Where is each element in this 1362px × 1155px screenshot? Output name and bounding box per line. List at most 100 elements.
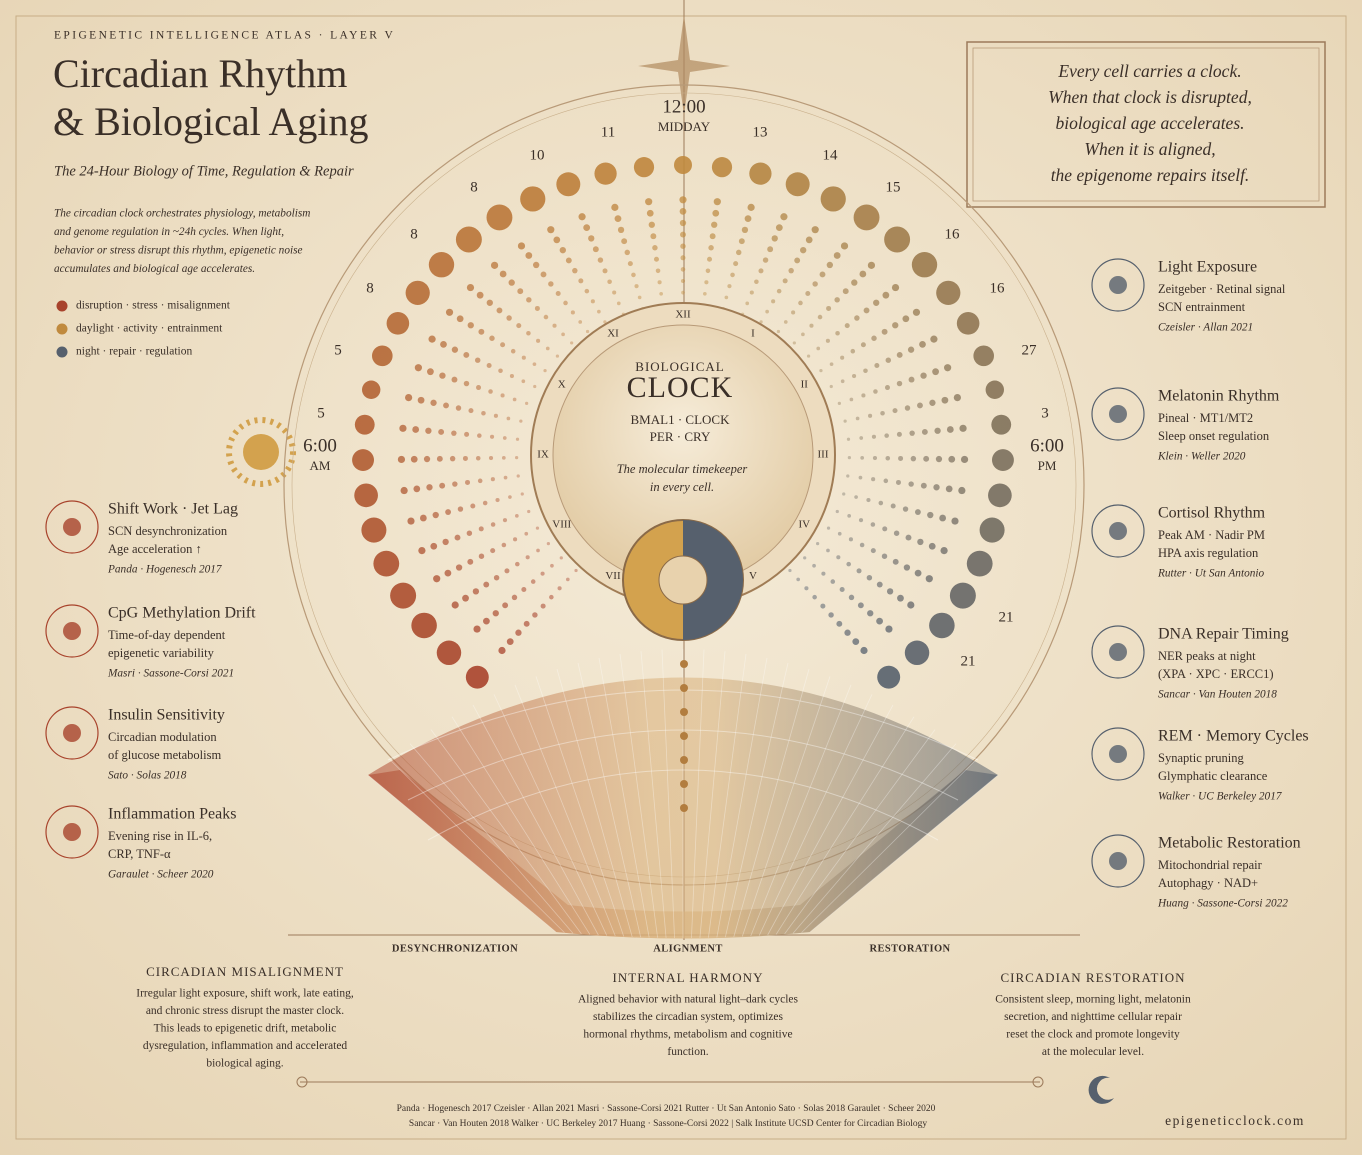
hour-label: 5 — [317, 405, 325, 421]
section-line: function. — [667, 1046, 708, 1058]
spoke-dot — [590, 299, 595, 304]
spoke-dot — [917, 538, 924, 546]
card-icon — [1091, 504, 1145, 558]
card-title: DNA Repair Timing — [1158, 626, 1289, 643]
ring-dot — [936, 280, 961, 305]
card-icon — [1091, 625, 1145, 679]
spoke-dot — [837, 531, 842, 536]
spoke-dot — [488, 455, 494, 461]
spoke-dot — [627, 261, 633, 267]
clock-numeral: XI — [607, 327, 619, 339]
spoke-dot — [570, 341, 574, 345]
spoke-dot — [935, 455, 943, 463]
spoke-dot — [557, 586, 562, 591]
card-line: Glymphatic clearance — [1158, 769, 1268, 783]
spoke-dot — [478, 328, 485, 335]
fan-rib — [367, 774, 557, 933]
spoke-dot — [885, 455, 891, 461]
card-icon-inner — [63, 622, 81, 640]
spoke-dot — [498, 368, 503, 374]
spoke-dot — [908, 376, 915, 383]
ring-dot — [594, 162, 617, 185]
spoke-dot — [680, 255, 686, 261]
spoke-dot — [858, 475, 863, 480]
fan-rib — [801, 758, 978, 933]
spoke-dot — [856, 568, 862, 574]
spoke-dot — [826, 305, 832, 311]
legend-swatch — [56, 300, 68, 312]
legend-label: daylight · activity · entrainment — [76, 323, 223, 335]
spoke-dot — [547, 226, 555, 234]
spoke-dot — [578, 320, 583, 324]
card-title: Cortisol Rhythm — [1158, 505, 1266, 522]
spoke-dot — [680, 243, 686, 249]
spoke-dot — [848, 594, 855, 601]
spoke-dot — [489, 335, 495, 341]
spoke-dot — [470, 503, 476, 509]
spoke-dot — [440, 341, 447, 348]
spoke-dot — [771, 235, 778, 242]
spoke-dot — [508, 495, 512, 499]
spoke-dot — [585, 329, 590, 334]
card-icon — [1091, 834, 1145, 888]
moon-icon — [1088, 1075, 1114, 1104]
card-line: SCN entrainment — [1158, 300, 1246, 314]
card-icon — [1091, 258, 1145, 312]
card-citation: Rutter · Ut San Antonio — [1157, 568, 1265, 580]
spoke-dot — [885, 357, 892, 363]
spoke-dot — [904, 405, 911, 411]
subtitle: The 24-Hour Biology of Time, Regulation … — [54, 163, 354, 179]
spoke-dot — [502, 602, 509, 609]
spoke-dot — [819, 271, 826, 278]
spoke-dot — [771, 299, 776, 304]
spoke-dot — [847, 513, 851, 518]
card-line: CRP, TNF-α — [108, 847, 171, 861]
spoke-dot — [868, 413, 873, 418]
fan-rib — [661, 649, 675, 938]
rule-end — [296, 1076, 308, 1088]
card-line: Circadian modulation — [108, 730, 217, 744]
quote-line: the epigenome repairs itself. — [1051, 165, 1250, 185]
spoke-dot — [478, 526, 484, 532]
section-title: CIRCADIAN RESTORATION — [1000, 970, 1185, 985]
spoke-dot — [871, 477, 876, 482]
spoke-dot — [932, 368, 939, 376]
spoke-dot — [597, 309, 601, 314]
spoke-dot — [513, 537, 518, 542]
spoke-dot — [833, 252, 841, 259]
spoke-dot — [939, 514, 947, 522]
medallion-night — [683, 520, 743, 640]
spoke-dot — [837, 401, 841, 406]
axis-dot — [680, 684, 688, 692]
spoke-dot — [559, 556, 563, 560]
spoke-dot — [707, 256, 713, 262]
spoke-dot — [848, 537, 853, 542]
spoke-dot — [500, 342, 506, 348]
spoke-dot — [866, 497, 871, 503]
spoke-dot — [423, 455, 431, 463]
spoke-dot — [555, 354, 560, 358]
ring-dot — [711, 157, 733, 178]
spoke-dot — [648, 221, 655, 228]
fan-rib — [535, 676, 625, 937]
ring-dot — [988, 483, 1012, 508]
card-title: Inflammation Peaks — [108, 806, 236, 823]
fan-rib — [767, 704, 894, 936]
spoke-dot — [885, 625, 893, 633]
spoke-dot — [516, 474, 520, 478]
spoke-dot — [826, 526, 831, 530]
section-line: hormonal rhythms, metabolism and cogniti… — [583, 1029, 792, 1041]
spoke-dot — [550, 563, 554, 568]
spoke-dot — [958, 486, 966, 495]
spoke-dot — [846, 561, 851, 567]
center-caption: in every cell. — [650, 480, 714, 494]
spoke-dot — [863, 368, 868, 374]
spoke-dot — [859, 542, 865, 548]
spoke-dot — [490, 548, 496, 554]
section-line: Consistent sleep, morning light, melaton… — [995, 994, 1191, 1006]
fan-rib — [430, 729, 582, 935]
spoke-dot — [624, 249, 630, 256]
spoke-dot — [861, 393, 866, 398]
spoke-dot — [812, 594, 817, 600]
